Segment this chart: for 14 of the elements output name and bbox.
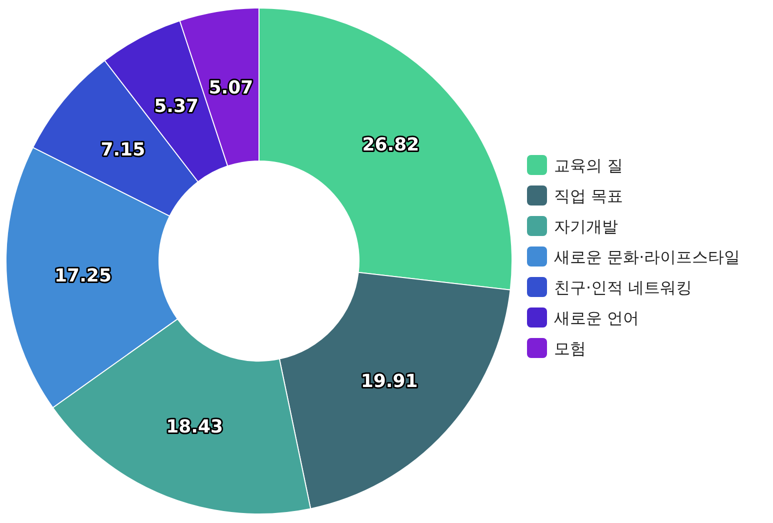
legend-label: 교육의 질 xyxy=(554,156,624,175)
data-label: 7.15 xyxy=(100,140,146,161)
legend-label: 친구·인적 네트워킹 xyxy=(554,278,692,297)
data-label: 19.91 xyxy=(360,370,418,392)
data-label: 17.25 xyxy=(54,265,112,286)
data-label: 5.37 xyxy=(154,96,199,118)
data-label: 26.82 xyxy=(362,134,420,156)
legend-label: 새로운 언어 xyxy=(554,308,640,328)
data-label: 18.43 xyxy=(166,416,224,438)
legend-label: 자기개발 xyxy=(554,217,618,236)
legend-label: 직업 목표 xyxy=(554,186,624,206)
data-label: 5.07 xyxy=(208,78,254,99)
legend-label: 모험 xyxy=(554,339,586,358)
legend-label: 새로운 문화·라이프스타일 xyxy=(554,248,740,266)
